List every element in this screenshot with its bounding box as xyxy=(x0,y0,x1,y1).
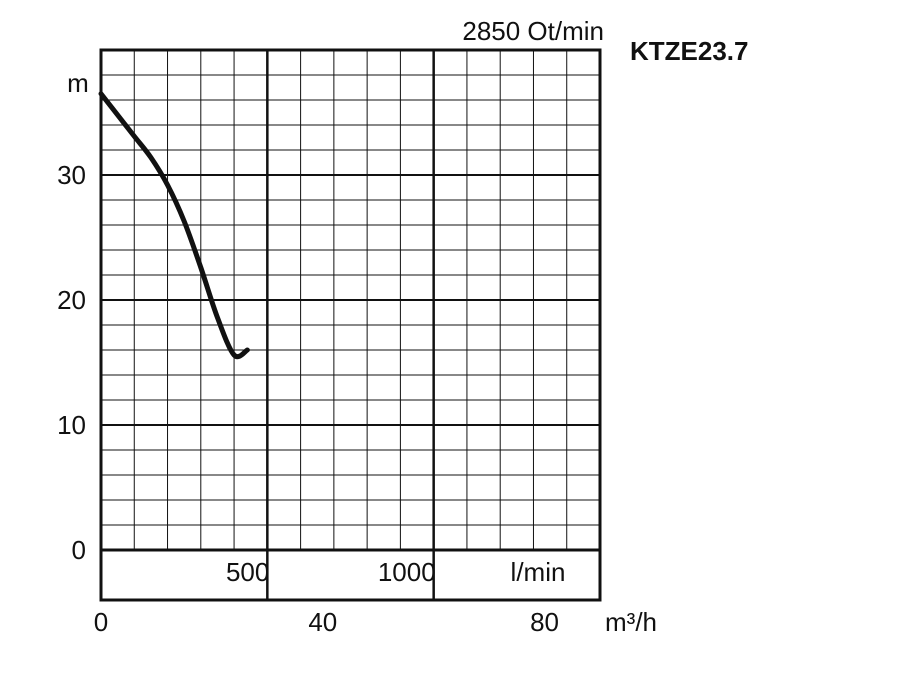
y-axis-label: m xyxy=(67,68,89,98)
speed-label: 2850 Ot/min xyxy=(462,16,604,46)
chart-title: KTZE23.7 xyxy=(630,36,749,66)
y-tick-label: 10 xyxy=(57,410,86,440)
flow-axis-frame xyxy=(99,548,602,602)
m3h-tick-label: 0 xyxy=(94,607,108,637)
y-tick-label: 30 xyxy=(57,160,86,190)
m3h-tick-label: 40 xyxy=(308,607,337,637)
flow-tick-labels: 500 1000 xyxy=(226,557,436,587)
flow-tick-label: 500 xyxy=(226,557,269,587)
y-tick-label: 20 xyxy=(57,285,86,315)
flow-tick-label: 1000 xyxy=(378,557,436,587)
flow-unit-label: l/min xyxy=(511,557,566,587)
m3h-tick-label: 80 xyxy=(530,607,559,637)
m3h-tick-labels: 0 40 80 xyxy=(94,607,559,637)
y-tick-label: 0 xyxy=(72,535,86,565)
y-tick-labels: 0 10 20 30 xyxy=(57,160,86,565)
m3h-unit-label: m³/h xyxy=(605,607,657,637)
head-flow-curve xyxy=(98,91,250,360)
grid xyxy=(101,50,600,600)
